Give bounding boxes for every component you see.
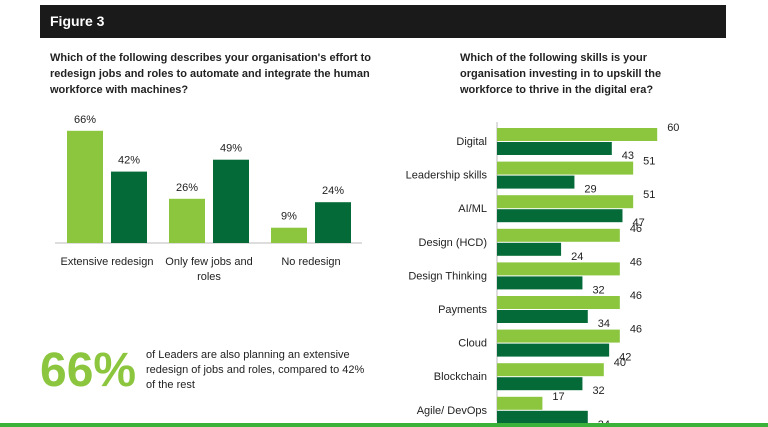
bar xyxy=(169,198,205,243)
header-bar: Figure 3 xyxy=(40,5,726,38)
value-label: 34 xyxy=(598,318,610,330)
bar xyxy=(271,227,307,243)
bar xyxy=(497,296,620,309)
y-tick-label: Digital xyxy=(456,136,487,148)
bar xyxy=(497,262,620,276)
y-tick-label: Design (HCD) xyxy=(419,237,487,249)
value-label: 46 xyxy=(630,290,642,302)
bar xyxy=(497,128,658,141)
value-label: 34 xyxy=(598,419,610,427)
value-label: 40 xyxy=(614,357,626,369)
x-tick-label: Extensive redesign xyxy=(60,256,154,268)
bar xyxy=(67,130,103,243)
value-label: 42 xyxy=(619,352,631,364)
bar xyxy=(497,329,620,343)
bar xyxy=(497,377,583,391)
value-label: 32 xyxy=(592,385,604,397)
value-label: 26% xyxy=(176,182,198,194)
bar xyxy=(497,142,612,155)
value-label: 43 xyxy=(622,150,634,162)
value-label: 29 xyxy=(584,184,596,196)
value-label: 9% xyxy=(281,211,297,223)
header-title: Figure 3 xyxy=(50,13,105,29)
y-tick-label: Leadership skills xyxy=(406,170,488,182)
y-tick-label: Design Thinking xyxy=(408,270,487,282)
y-tick-label: Payments xyxy=(438,304,487,316)
value-label: 46 xyxy=(630,256,642,268)
y-tick-label: AI/ML xyxy=(458,203,487,215)
value-label: 51 xyxy=(643,189,655,201)
bar xyxy=(497,410,588,424)
value-label: 47 xyxy=(632,217,644,229)
bar xyxy=(213,159,249,243)
bar xyxy=(497,228,620,242)
value-label: 42% xyxy=(118,155,140,167)
bar xyxy=(497,276,583,290)
value-label: 51 xyxy=(643,156,655,168)
bar xyxy=(497,396,543,410)
value-label: 17 xyxy=(552,391,564,403)
x-tick-label: No redesign xyxy=(281,256,341,268)
bar xyxy=(497,195,634,209)
value-label: 60 xyxy=(667,122,679,134)
bar xyxy=(497,209,623,223)
chart-title: Which of the following describes your or… xyxy=(50,52,372,96)
value-label: 49% xyxy=(220,143,242,155)
value-label: 24% xyxy=(322,185,344,197)
bar xyxy=(497,310,588,323)
value-label: 46 xyxy=(630,324,642,336)
callout-text: of Leaders are also planning an extensiv… xyxy=(146,349,365,391)
value-label: 24 xyxy=(571,251,583,263)
callout-value: 66% xyxy=(40,344,137,397)
bar xyxy=(315,202,351,243)
bar xyxy=(497,343,610,357)
footer-line xyxy=(0,423,768,427)
value-label: 66% xyxy=(74,114,96,126)
x-tick-label: Only few jobs and roles xyxy=(165,256,253,283)
value-label: 46 xyxy=(630,223,642,235)
y-tick-label: Blockchain xyxy=(434,371,487,383)
y-tick-label: Cloud xyxy=(458,338,487,350)
bar xyxy=(111,171,147,243)
y-tick-label: Agile/ DevOps xyxy=(417,405,488,417)
bar xyxy=(497,161,634,175)
chart-title: Which of the following skills is your or… xyxy=(460,52,662,96)
value-label: 32 xyxy=(592,284,604,296)
bar xyxy=(497,175,575,189)
bar xyxy=(497,363,604,377)
bar xyxy=(497,242,562,256)
